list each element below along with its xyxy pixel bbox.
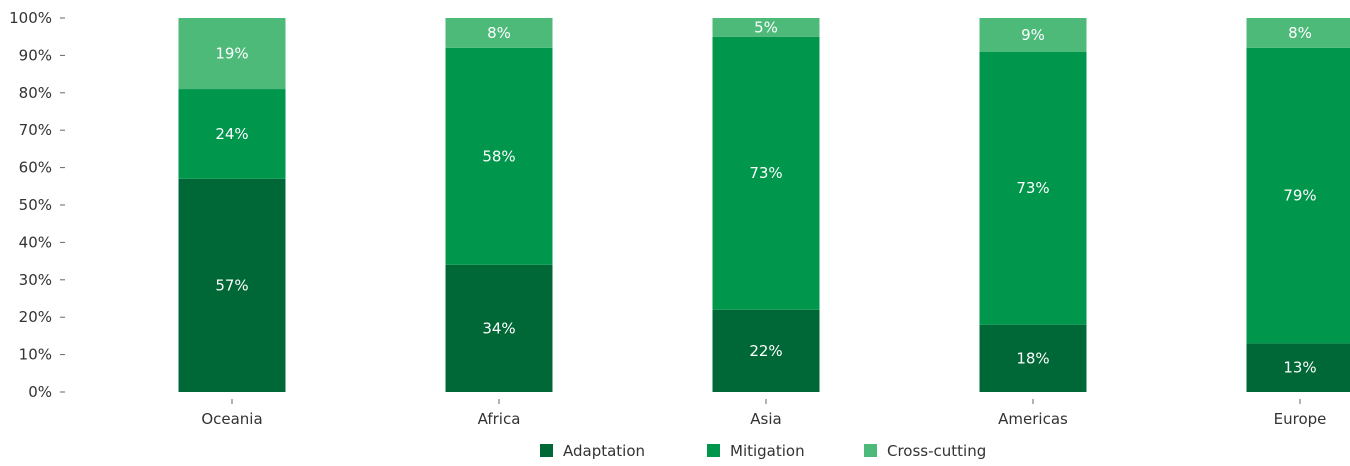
legend-swatch bbox=[540, 444, 553, 457]
data-label: 8% bbox=[487, 24, 511, 42]
y-tick-label: 80% bbox=[19, 84, 52, 102]
bars: 57% 24% 19% 34% 58% 8% 22% 73% 5% 18% 73% 9% 13% 79% 8… bbox=[178, 18, 1350, 392]
bar-segment-mitigation bbox=[712, 36, 820, 310]
bar-segment-mitigation bbox=[1246, 47, 1350, 344]
category-label: Europe bbox=[1274, 410, 1327, 428]
bar-segment-mitigation bbox=[979, 51, 1087, 325]
bar-segment-cross-cutting bbox=[445, 18, 553, 48]
bar-segment-adaptation bbox=[445, 264, 553, 392]
data-label: 9% bbox=[1021, 26, 1045, 44]
legend-label: Adaptation bbox=[563, 442, 645, 460]
data-label: 19% bbox=[215, 45, 248, 63]
bar-segment-mitigation bbox=[178, 89, 286, 179]
y-tick-label: 40% bbox=[19, 233, 52, 251]
data-label: 79% bbox=[1283, 187, 1316, 205]
y-tick-label: 0% bbox=[28, 383, 52, 401]
y-tick-label: 20% bbox=[19, 308, 52, 326]
category-label: Asia bbox=[750, 410, 781, 428]
legend-label: Cross-cutting bbox=[887, 442, 986, 460]
legend: Adaptation Mitigation Cross-cutting bbox=[540, 442, 986, 460]
y-axis: 0% 10% 20% 30% 40% 50% 60% 70% 80% 90% 100% bbox=[9, 9, 65, 401]
bar-segment-adaptation bbox=[979, 324, 1087, 392]
bar-segment-adaptation bbox=[178, 178, 286, 392]
y-tick-label: 60% bbox=[19, 159, 52, 177]
y-tick-label: 70% bbox=[19, 121, 52, 139]
category-label: Africa bbox=[478, 410, 521, 428]
y-tick-label: 30% bbox=[19, 271, 52, 289]
bar-segment-mitigation bbox=[445, 47, 553, 265]
data-label: 5% bbox=[754, 18, 778, 36]
data-label: 8% bbox=[1288, 24, 1312, 42]
category-label: Oceania bbox=[201, 410, 262, 428]
bar-segment-cross-cutting bbox=[979, 18, 1087, 52]
legend-swatch bbox=[864, 444, 877, 457]
y-tick-label: 100% bbox=[9, 9, 52, 27]
data-label: 13% bbox=[1283, 359, 1316, 377]
bar-segment-cross-cutting bbox=[712, 18, 820, 37]
y-tick-label: 90% bbox=[19, 46, 52, 64]
y-tick-label: 50% bbox=[19, 196, 52, 214]
x-axis: Oceania Africa Asia Americas Europe bbox=[201, 399, 1326, 428]
data-label: 34% bbox=[482, 319, 515, 337]
bar-segment-adaptation bbox=[712, 309, 820, 392]
data-label: 18% bbox=[1016, 349, 1049, 367]
data-label: 73% bbox=[1016, 179, 1049, 197]
bar-segment-cross-cutting bbox=[178, 18, 286, 90]
y-tick-label: 10% bbox=[19, 346, 52, 364]
data-label: 24% bbox=[215, 125, 248, 143]
bar-segment-cross-cutting bbox=[1246, 18, 1350, 48]
data-label: 57% bbox=[215, 276, 248, 294]
legend-swatch bbox=[707, 444, 720, 457]
data-label: 22% bbox=[749, 342, 782, 360]
bar-segment-adaptation bbox=[1246, 343, 1350, 392]
data-label: 73% bbox=[749, 164, 782, 182]
legend-label: Mitigation bbox=[730, 442, 805, 460]
data-label: 58% bbox=[482, 147, 515, 165]
category-label: Americas bbox=[998, 410, 1068, 428]
